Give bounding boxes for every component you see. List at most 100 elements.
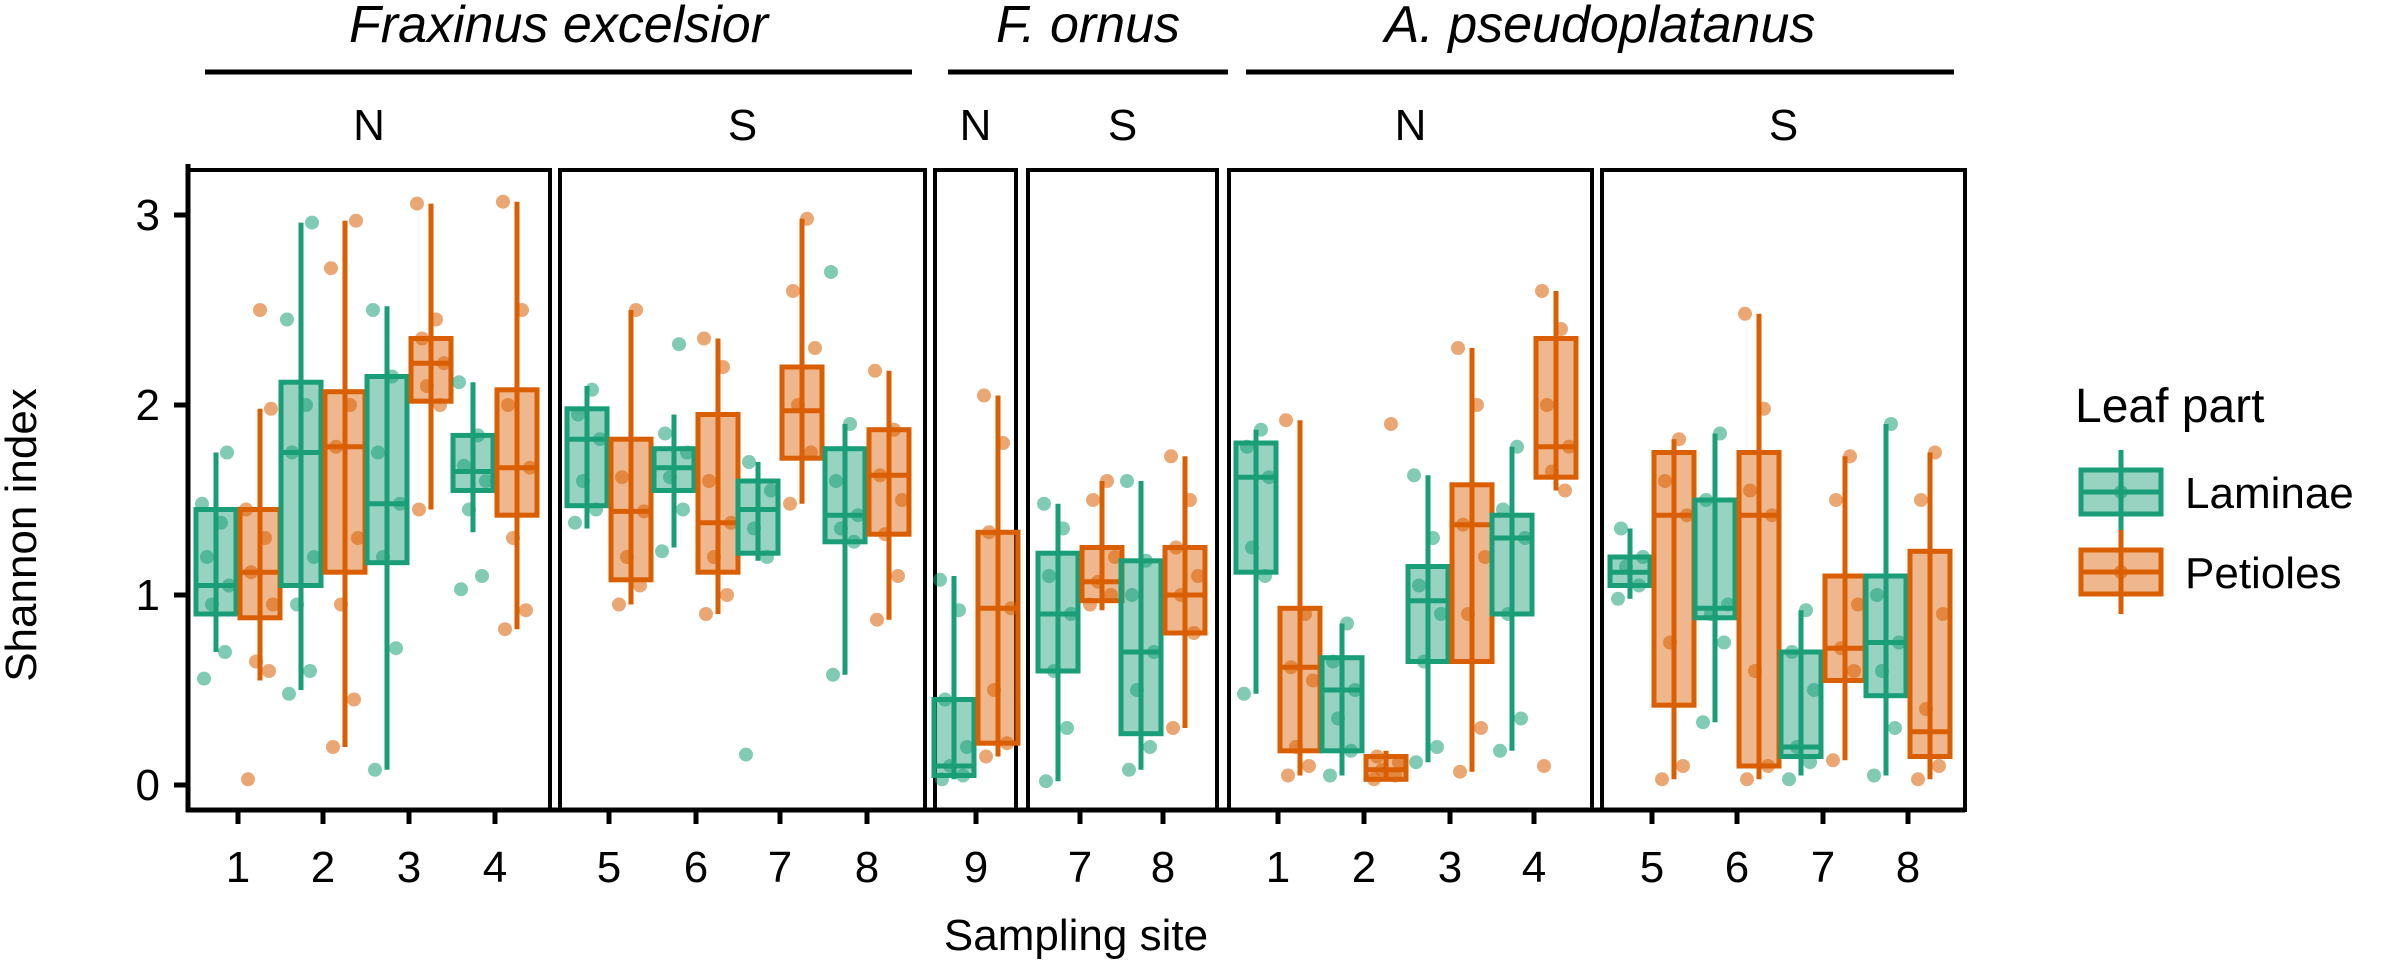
data-point (593, 432, 607, 447)
data-point (326, 740, 340, 754)
data-point (1143, 740, 1157, 754)
x-tick-label: 4 (1522, 843, 1546, 892)
data-point (1004, 601, 1018, 616)
data-point (1843, 449, 1857, 464)
box-iqr (1736, 450, 1782, 769)
data-point (1122, 762, 1136, 777)
laminae-box (1692, 426, 1738, 730)
data-point (429, 312, 443, 327)
data-point (1047, 664, 1061, 678)
data-point (1392, 755, 1406, 770)
data-point (1037, 496, 1051, 511)
box-iqr (494, 387, 540, 518)
laminae-box (450, 375, 496, 597)
data-point (847, 534, 861, 549)
data-point (1412, 578, 1426, 593)
data-point (214, 515, 228, 530)
data-point (960, 740, 974, 754)
x-tick-label: 3 (1438, 843, 1462, 892)
data-point (433, 398, 447, 412)
data-point (1558, 483, 1572, 498)
data-point (873, 468, 887, 483)
laminae-box (1035, 496, 1081, 789)
data-point (303, 664, 317, 678)
y-axis-title: Shannon index (0, 388, 46, 682)
data-point (218, 645, 232, 659)
data-point (1636, 550, 1650, 564)
data-point (452, 375, 466, 390)
data-point (938, 692, 952, 707)
species-label: A. pseudoplatanus (1382, 0, 1816, 54)
petioles-box (1651, 432, 1697, 787)
data-point (1348, 683, 1362, 697)
data-point (1056, 521, 1070, 536)
data-point (410, 196, 424, 211)
x-tick-label: 6 (1725, 843, 1749, 892)
laminae-box (1405, 468, 1451, 770)
legend-title: Leaf part (2075, 380, 2264, 433)
data-point (285, 445, 299, 460)
x-tick-label: 8 (1151, 843, 1175, 892)
data-point (1279, 413, 1293, 428)
petioles-box (237, 303, 283, 787)
data-point (716, 360, 730, 374)
data-point (1083, 597, 1097, 612)
data-point (266, 597, 280, 612)
data-point (663, 470, 677, 485)
data-point (389, 641, 403, 656)
data-point (290, 597, 304, 612)
petioles-box (1449, 341, 1495, 779)
data-point (1407, 468, 1421, 483)
site-group (1233, 413, 1323, 783)
data-point (1888, 721, 1902, 735)
x-tick-label: 7 (1068, 843, 1092, 892)
data-point (1717, 635, 1731, 650)
data-point (1281, 768, 1295, 783)
legend-label: Petioles (2185, 549, 2342, 598)
data-point (826, 667, 840, 682)
data-point (1370, 749, 1384, 764)
data-point (1535, 284, 1549, 298)
data-point (1237, 686, 1251, 701)
data-point (1409, 755, 1423, 770)
data-point (393, 496, 407, 511)
x-tick-label: 1 (226, 843, 250, 892)
data-point (264, 401, 278, 416)
legend-label: Laminae (2185, 469, 2354, 518)
petioles-box (695, 331, 741, 621)
site-group (193, 303, 283, 787)
box-iqr (322, 389, 368, 575)
data-point (1434, 607, 1448, 621)
x-tick-label: 8 (855, 843, 879, 892)
petioles-box (1736, 306, 1782, 787)
y-tick-label: 0 (136, 761, 160, 810)
data-point (479, 474, 493, 488)
data-point (1120, 474, 1134, 488)
data-point (987, 683, 1001, 697)
data-point (1743, 483, 1757, 498)
laminae-box (1233, 422, 1279, 701)
petioles-box (608, 303, 654, 612)
data-point (1518, 531, 1532, 545)
data-point (1884, 417, 1898, 431)
data-point (351, 531, 365, 545)
data-point (415, 331, 429, 346)
data-point (1562, 439, 1576, 454)
box-iqr (1778, 649, 1824, 759)
data-point (195, 496, 209, 511)
data-point (437, 356, 451, 371)
box-iqr (1907, 548, 1953, 759)
data-point (420, 379, 434, 393)
x-tick-label: 7 (1811, 843, 1835, 892)
x-tick-label: 4 (483, 843, 507, 892)
data-point (334, 597, 348, 612)
data-point (1104, 588, 1118, 602)
data-point (1655, 772, 1669, 787)
data-point (307, 550, 321, 564)
data-point (1892, 635, 1906, 650)
data-point (724, 515, 738, 530)
data-point (887, 422, 901, 437)
site-group (1405, 341, 1495, 779)
data-point (1932, 759, 1946, 773)
